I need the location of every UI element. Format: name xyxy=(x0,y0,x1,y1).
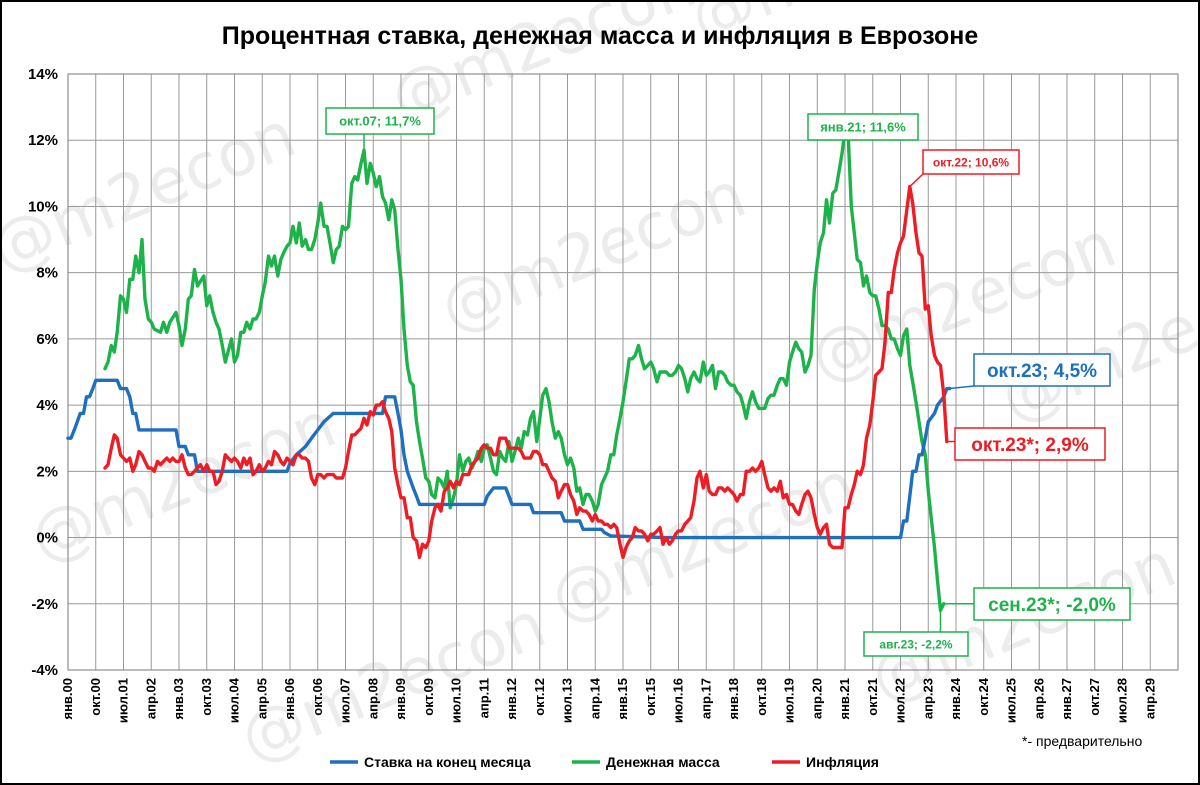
y-tick-label: -4% xyxy=(31,662,58,679)
annotation-box xyxy=(807,113,919,141)
y-tick-label: 12% xyxy=(28,132,58,149)
plot-area-border xyxy=(67,73,1179,671)
y-axis-tick-labels: -4% -2% 0% 2% 4% 6% 8% 10% 12% 14% xyxy=(28,66,58,679)
x-tick-label: апр.02 xyxy=(143,678,158,719)
legend: Ставка на конец месяца Денежная масса Инфл… xyxy=(330,754,879,770)
annotation-label: окт.23*; 2,9% xyxy=(971,435,1089,456)
chart-title: Процентная ставка, денежная масса и инфл… xyxy=(222,22,979,50)
x-tick-label: окт.09 xyxy=(421,678,436,716)
x-tick-label: янв.06 xyxy=(282,678,297,720)
annotation-label: окт.22; 10,6% xyxy=(933,155,1010,169)
series-lines xyxy=(66,128,952,613)
legend-label: Денежная масса xyxy=(606,754,720,770)
annotation-box xyxy=(922,149,1020,175)
watermark-text: @m2econ xyxy=(860,528,1186,717)
x-tick-label: апр.17 xyxy=(698,678,713,719)
annotation-box xyxy=(863,631,969,657)
annotation-leader xyxy=(909,173,924,188)
annotation-box xyxy=(325,107,435,135)
y-tick-label: 0% xyxy=(36,530,58,547)
x-tick-label: июл.04 xyxy=(227,677,242,723)
x-tick-label: окт.00 xyxy=(88,678,103,716)
x-tick-label: апр.05 xyxy=(254,678,269,719)
y-tick-label: 4% xyxy=(36,397,58,414)
x-tick-label: окт.12 xyxy=(532,678,547,716)
annotation-box xyxy=(954,427,1106,461)
x-tick-label: янв.09 xyxy=(393,678,408,720)
y-tick-label: 2% xyxy=(36,463,58,480)
x-tick-label: янв.03 xyxy=(171,678,186,720)
x-tick-label: апр.11 xyxy=(476,678,491,718)
y-tick-label: 14% xyxy=(28,66,58,83)
watermark-text: @m2econ xyxy=(430,158,756,347)
x-tick-label: июл.13 xyxy=(560,678,575,723)
x-tick-label: янв.15 xyxy=(615,678,630,720)
x-tick-label: янв.00 xyxy=(60,678,75,720)
x-tick-label: окт.03 xyxy=(199,678,214,716)
watermark-text: @m2econ xyxy=(20,388,346,577)
x-tick-label: янв.18 xyxy=(726,678,741,720)
x-tick-label: окт.18 xyxy=(754,678,769,716)
x-tick-label: окт.27 xyxy=(1087,678,1102,716)
x-tick-label: окт.21 xyxy=(865,678,880,716)
x-tick-label: июл.22 xyxy=(893,678,908,723)
x-tick-label: окт.15 xyxy=(643,678,658,716)
x-tick-label: июл.16 xyxy=(671,678,686,723)
watermark-text: @m2econ xyxy=(2,98,306,287)
series-line-0 xyxy=(66,378,952,540)
x-tick-label: июл.07 xyxy=(338,678,353,723)
annotation-label: окт.07; 11,7% xyxy=(339,114,421,129)
series-line-1 xyxy=(103,128,946,613)
x-tick-label: июл.01 xyxy=(116,678,131,723)
annotation-label: окт.23; 4,5% xyxy=(987,361,1097,382)
x-tick-label: июл.28 xyxy=(1115,678,1130,723)
x-axis-tick-labels: янв.00 окт.00 июл.01 апр.02 янв.03 окт.03 июл.… xyxy=(60,677,1157,723)
x-tick-label: янв.12 xyxy=(504,678,519,720)
y-tick-label: 8% xyxy=(36,265,58,282)
annotation-box xyxy=(973,587,1131,621)
legend-label: Инфляция xyxy=(806,754,879,770)
x-tick-label: апр.20 xyxy=(809,678,824,719)
x-tick-label: апр.14 xyxy=(587,677,602,719)
annotation-label: сен.23*; -2,0% xyxy=(988,595,1116,616)
x-tick-label: апр.08 xyxy=(365,678,380,719)
x-tick-label: июл.10 xyxy=(449,678,464,723)
annotation-box xyxy=(973,353,1111,387)
annotation-label: авг.23; -2,2% xyxy=(879,637,953,651)
series-line-2 xyxy=(103,184,949,560)
legend-label: Ставка на конец месяца xyxy=(364,754,531,770)
x-tick-label: июл.25 xyxy=(1004,678,1019,723)
x-tick-label: янв.21 xyxy=(837,678,852,720)
x-tick-label: окт.24 xyxy=(976,677,991,716)
annotation-leader xyxy=(949,385,975,390)
x-tick-label: окт.06 xyxy=(310,678,325,716)
x-tick-label: янв.24 xyxy=(948,677,963,719)
annotations: окт.07; 11,7% янв.21; 11,6% окт.22; 10,6% о… xyxy=(325,107,1131,657)
x-tick-label: янв.27 xyxy=(1059,678,1074,720)
x-tick-label: апр.23 xyxy=(920,678,935,719)
x-tick-label: июл.19 xyxy=(782,678,797,723)
x-tick-label: апр.26 xyxy=(1031,678,1046,719)
y-tick-label: -2% xyxy=(31,596,58,613)
y-tick-label: 10% xyxy=(28,198,58,215)
annotation-label: янв.21; 11,6% xyxy=(820,120,906,135)
footnote: *- предварительно xyxy=(1022,733,1142,749)
x-tick-label: апр.29 xyxy=(1142,678,1157,719)
y-tick-label: 6% xyxy=(36,331,58,348)
